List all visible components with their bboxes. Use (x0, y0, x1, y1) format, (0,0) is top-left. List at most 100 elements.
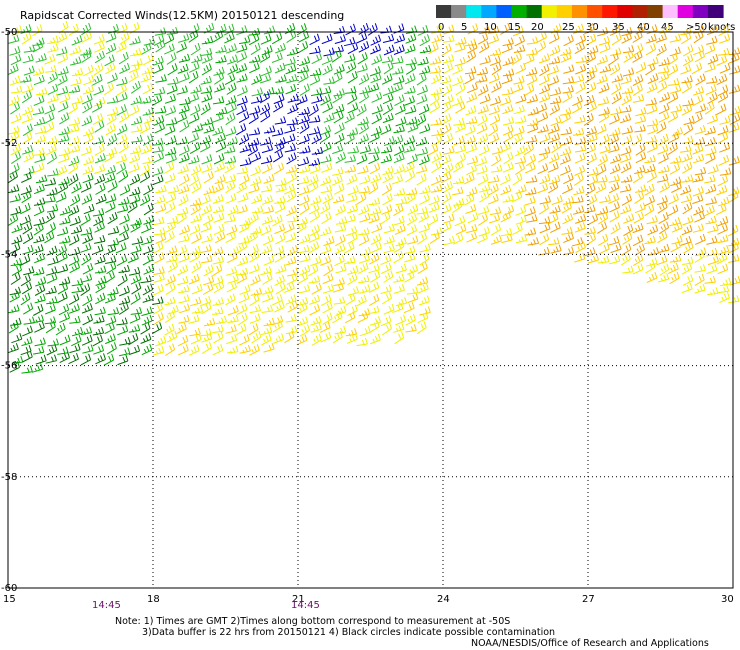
wind-barb (333, 103, 345, 114)
wind-barb (368, 146, 380, 155)
wind-barb (19, 254, 31, 266)
wind-barb (128, 252, 139, 264)
wind-barb (466, 163, 477, 176)
latitude-label: -56 (1, 361, 17, 372)
wind-barb (212, 344, 224, 356)
wind-barb (405, 104, 417, 115)
color-swatch (466, 5, 482, 18)
wind-barb (647, 247, 660, 256)
wind-barb (369, 66, 381, 77)
wind-barb (548, 56, 561, 65)
wind-barb (273, 100, 284, 113)
wind-barb (500, 211, 511, 223)
wind-barb (368, 281, 380, 293)
wind-barb (658, 152, 669, 164)
wind-barb (381, 73, 393, 85)
wind-barb (95, 292, 106, 305)
wind-barb (319, 85, 332, 95)
wind-barb (227, 63, 239, 75)
wind-barb (419, 65, 431, 75)
wind-barb (105, 243, 117, 255)
wind-barb (297, 175, 310, 185)
wind-barb (287, 267, 299, 277)
wind-barb (335, 216, 348, 225)
wind-barb (681, 262, 693, 275)
wind-barb (356, 104, 367, 117)
wind-barb (487, 174, 500, 184)
wind-barb (248, 127, 261, 136)
wind-barb (477, 32, 489, 45)
wind-barb (562, 90, 573, 104)
wind-barb (621, 125, 633, 135)
wind-barb (9, 193, 21, 203)
wind-barb (683, 44, 694, 57)
wind-barb (693, 30, 704, 44)
wind-barb (668, 193, 679, 205)
wind-barb (550, 23, 562, 34)
wind-barb (320, 94, 331, 106)
wind-barb (692, 86, 704, 96)
wind-barb (572, 127, 585, 137)
wind-barb (212, 194, 224, 204)
wind-barb (416, 114, 427, 127)
wind-barb (382, 193, 393, 206)
wind-barb (261, 214, 273, 225)
wind-barb (82, 101, 93, 114)
wind-barb (308, 126, 320, 136)
wind-barb (368, 197, 381, 206)
wind-barb (285, 314, 297, 323)
wind-barb (11, 355, 24, 365)
wind-barb (667, 52, 678, 66)
wind-barb (599, 42, 611, 54)
wind-barb (383, 270, 394, 283)
wind-barb (68, 161, 79, 175)
wind-barb (344, 111, 355, 124)
wind-barb (371, 54, 383, 65)
wind-barb (611, 73, 623, 83)
wind-barb (249, 62, 260, 74)
wind-barb (347, 42, 359, 55)
wind-barb (718, 196, 730, 207)
wind-barb (428, 202, 440, 213)
wind-barb (236, 267, 249, 277)
wind-barb (59, 276, 71, 286)
wind-barb (632, 133, 643, 146)
wind-barb (226, 54, 238, 65)
wind-barb (130, 80, 141, 94)
wind-barb (55, 191, 67, 203)
wind-barb (260, 65, 272, 77)
wind-barb (68, 303, 80, 314)
wind-barb (524, 206, 536, 217)
wind-barb (332, 143, 344, 155)
wind-barb (547, 212, 559, 225)
wind-barb (141, 306, 153, 317)
wind-barb (621, 86, 634, 95)
wind-barb (427, 143, 439, 156)
wind-barb (155, 184, 167, 194)
wind-barb (203, 123, 215, 134)
wind-barb (619, 113, 632, 124)
wind-barb (82, 172, 94, 184)
wind-barb (538, 53, 550, 64)
wind-barb (634, 184, 647, 193)
note-line: 3)Data buffer is 22 hrs from 20150121 4)… (142, 627, 556, 638)
wind-barb (224, 145, 236, 154)
wind-barb (646, 257, 658, 267)
wind-barb (273, 245, 285, 256)
wind-barb (143, 53, 154, 66)
wind-barb (191, 260, 202, 274)
wind-barb (118, 264, 130, 274)
wind-barb (681, 224, 693, 236)
wind-barb (429, 231, 440, 244)
wind-barb (271, 52, 283, 63)
wind-barb (188, 112, 200, 124)
wind-barb (57, 346, 69, 355)
wind-barb (201, 92, 213, 103)
wind-barb (562, 213, 574, 225)
wind-barb (393, 44, 405, 55)
wind-barb (82, 262, 94, 275)
wind-barb (275, 264, 287, 274)
color-scale-label: 10 (484, 22, 497, 32)
wind-barb (395, 263, 407, 274)
wind-barb (227, 273, 239, 284)
